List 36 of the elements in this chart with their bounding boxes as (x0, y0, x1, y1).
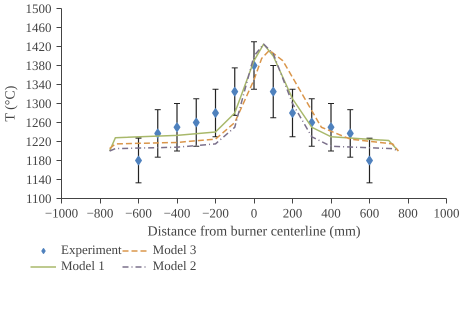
point (366, 156, 373, 166)
y-tick-label: 1340 (26, 77, 52, 92)
y-tick-label: 1140 (26, 172, 52, 187)
legend-label: Experiment (61, 242, 122, 258)
point (135, 156, 142, 166)
y-tick-label: 1500 (26, 1, 52, 16)
legend-label: Model 2 (152, 258, 196, 274)
x-tick-label: 800 (398, 206, 418, 220)
y-tick-label: 1220 (26, 134, 52, 149)
y-axis-title: T (°C) (4, 85, 18, 122)
x-axis-title: Distance from burner centerline (mm) (147, 224, 361, 240)
x-tick-label: 400 (321, 206, 341, 220)
x-tick-label: 1000 (434, 206, 460, 220)
legend-label: Model 1 (61, 258, 105, 274)
x-tick-label: −400 (164, 206, 190, 220)
point (212, 108, 219, 118)
point (289, 108, 296, 118)
y-tick-label: 1260 (26, 115, 52, 130)
y-tick-label: 1300 (26, 96, 52, 111)
x-tick-label: −800 (86, 206, 114, 220)
x-tick-label: 200 (282, 206, 302, 220)
x-tick-label: 0 (250, 206, 258, 220)
point (192, 118, 200, 128)
x-tick-label: −1000 (44, 206, 78, 220)
y-tick-label: 1380 (26, 58, 52, 73)
point (346, 128, 354, 138)
legend-label: Model 3 (152, 242, 196, 258)
y-tick-label: 1460 (26, 20, 52, 35)
x-tick-label: 600 (360, 206, 380, 220)
y-tick-label: 1180 (26, 153, 52, 168)
point (270, 86, 277, 97)
y-tick-label: 1100 (26, 191, 52, 206)
y-tick-label: 1420 (26, 39, 52, 54)
x-tick-label: −600 (125, 206, 152, 220)
x-tick-label: −200 (202, 206, 229, 220)
point (231, 86, 238, 97)
